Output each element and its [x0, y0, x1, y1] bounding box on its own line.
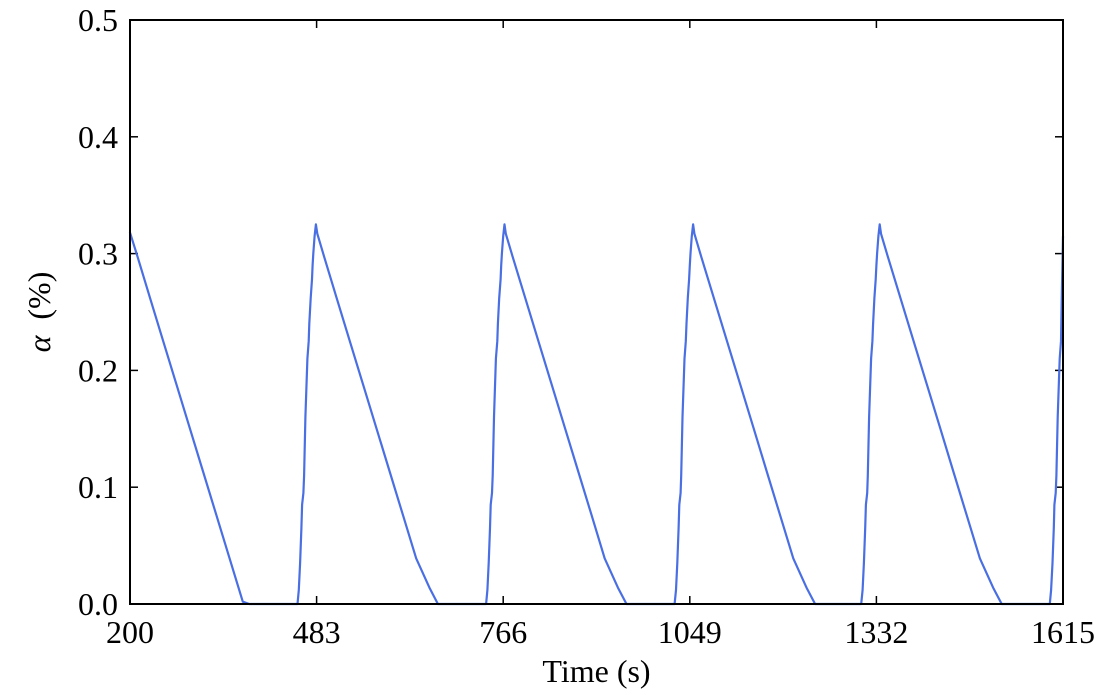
x-axis-label: Time (s)	[542, 653, 650, 689]
y-tick-label: 0.1	[78, 469, 118, 505]
x-tick-label: 1615	[1031, 614, 1095, 650]
x-tick-label: 200	[106, 614, 154, 650]
x-tick-label: 483	[293, 614, 341, 650]
x-tick-labels: 200 483 766 1049 1332 1615	[106, 614, 1095, 650]
y-tick-label: 0.5	[78, 2, 118, 38]
x-tick-label: 1332	[844, 614, 908, 650]
y-axis-symbol: α	[21, 334, 57, 352]
y-tick-label: 0.4	[78, 119, 118, 155]
y-axis-label: α (%)	[21, 272, 57, 353]
y-axis-unit: (%)	[21, 272, 57, 320]
y-tick-label: 0.0	[78, 586, 118, 622]
x-tick-label: 1049	[658, 614, 722, 650]
series-layer	[128, 223, 1065, 606]
tick-marks	[129, 19, 1064, 605]
y-tick-label: 0.2	[78, 352, 118, 388]
y-tick-labels: 0.0 0.1 0.2 0.3 0.4 0.5	[78, 2, 118, 622]
series-line	[128, 223, 1065, 606]
x-tick-label: 766	[479, 614, 527, 650]
y-tick-label: 0.3	[78, 236, 118, 272]
plot-frame	[129, 19, 1064, 605]
